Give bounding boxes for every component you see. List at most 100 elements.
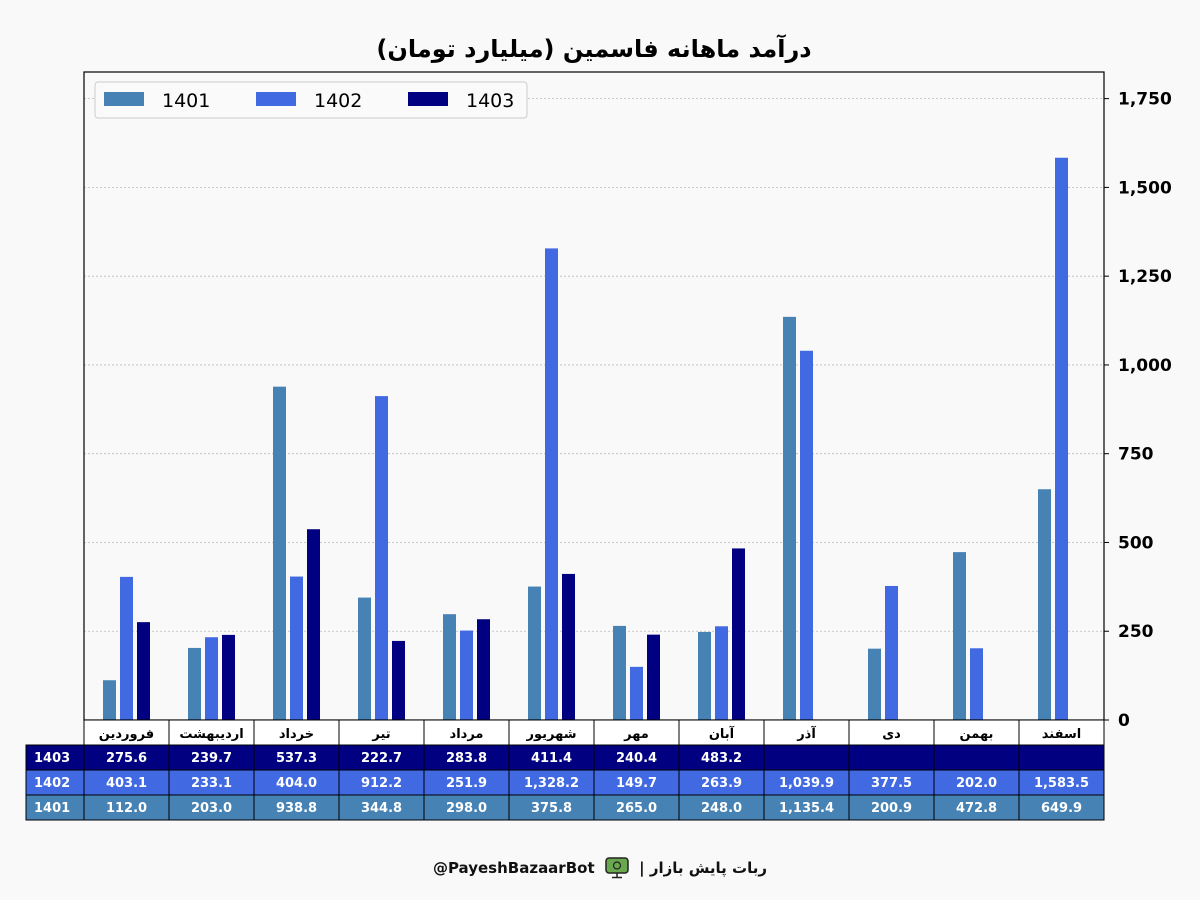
cell-1401-5: 298.0 [446,801,487,816]
month-label-6: شهریور [526,727,577,742]
row-label-1403: 1403 [34,751,70,766]
bar-1402-9 [800,350,813,720]
cell-1402-1: 403.1 [106,776,147,791]
bar-1401-3 [273,386,286,720]
cell-1402-8: 263.9 [701,776,742,791]
bar-1401-9 [783,316,796,720]
bar-1403-7 [647,634,660,720]
cell-1401-8: 248.0 [701,801,742,816]
y-tick-label: 1,000 [1118,356,1172,376]
tv-bot-icon [605,857,629,879]
footer-separator: | [639,859,645,877]
bar-1401-7 [613,625,626,720]
chart-title: درآمد ماهانه فاسمین (میلیارد تومان) [376,34,811,63]
bar-1401-10 [868,648,881,720]
cell-1403-8: 483.2 [701,751,742,766]
legend-label-1402: 1402 [314,90,362,112]
month-label-1: فروردین [99,727,154,742]
footer-bot-name: ربات پایش بازار [649,859,768,877]
bar-1401-12 [1038,489,1051,720]
bar-1402-4 [375,396,388,720]
bar-1403-8 [732,548,745,720]
cell-1402-4: 912.2 [361,776,402,791]
cell-1402-2: 233.1 [191,776,232,791]
month-label-4: تیر [371,727,390,742]
bar-1401-8 [698,631,711,720]
table-row-1401 [25,794,1105,821]
cell-1402-11: 202.0 [956,776,997,791]
bar-1402-12 [1055,157,1068,721]
bar-1403-4 [392,640,405,720]
y-tick-label: 250 [1118,622,1154,642]
bar-1402-11 [970,648,983,720]
y-tick-label: 0 [1118,711,1130,731]
month-label-2: اردیبهشت [179,727,243,742]
cell-1401-10: 200.9 [871,801,912,816]
footer-handle: @PayeshBazaarBot [432,859,595,877]
month-label-10: دی [882,727,901,742]
month-label-7: مهر [623,727,649,742]
cell-1401-1: 112.0 [106,801,147,816]
y-tick-label: 1,500 [1118,178,1172,198]
bar-1401-2 [188,647,201,720]
cell-1402-6: 1,328.2 [524,776,579,791]
month-label-9: آذر [796,725,816,742]
bar-1403-1 [137,622,150,720]
bar-1402-3 [290,576,303,720]
bar-1401-5 [443,614,456,720]
bar-1402-2 [205,637,218,720]
bar-1402-5 [460,630,473,720]
table-row-1402 [25,769,1105,796]
cell-1402-3: 404.0 [276,776,317,791]
cell-1401-6: 375.8 [531,801,572,816]
legend-swatch-1401 [104,92,144,106]
cell-1402-5: 251.9 [446,776,487,791]
bar-1402-10 [885,585,898,720]
y-tick-label: 1,750 [1118,90,1172,110]
month-label-3: خرداد [279,727,314,742]
legend-swatch-1402 [256,92,296,106]
month-label-5: مرداد [450,727,484,742]
bar-1401-1 [103,680,116,720]
y-tick-label: 500 [1118,533,1154,553]
bar-1402-6 [545,248,558,721]
row-label-1402: 1402 [34,776,70,791]
month-label-8: آبان [709,725,735,742]
cell-1402-7: 149.7 [616,776,657,791]
bar-1402-7 [630,666,643,720]
cell-1403-1: 275.6 [106,751,147,766]
cell-1401-11: 472.8 [956,801,997,816]
legend-swatch-1403 [408,92,448,106]
cell-1401-7: 265.0 [616,801,657,816]
cell-1403-5: 283.8 [446,751,487,766]
bar-1403-2 [222,634,235,720]
row-label-1401: 1401 [34,801,70,816]
y-tick-label: 750 [1118,445,1154,465]
bar-1401-11 [953,552,966,720]
cell-1402-12: 1,583.5 [1034,776,1089,791]
cell-1401-4: 344.8 [361,801,402,816]
bar-1403-5 [477,619,490,720]
bar-1403-6 [562,573,575,720]
cell-1402-10: 377.5 [871,776,912,791]
month-label-11: بهمن [960,727,994,742]
bar-1402-1 [120,576,133,720]
bar-1403-3 [307,529,320,720]
legend-label-1403: 1403 [466,90,514,112]
bar-1402-8 [715,626,728,720]
table-row-1403 [25,744,1105,771]
cell-1401-12: 649.9 [1041,801,1082,816]
cell-1402-9: 1,039.9 [779,776,834,791]
cell-1403-6: 411.4 [531,751,572,766]
footer: @PayeshBazaarBot | ربات پایش بازار [0,857,1200,879]
legend-box [94,81,528,119]
bar-1401-6 [528,586,541,720]
bar-1401-4 [358,597,371,720]
cell-1403-4: 222.7 [361,751,402,766]
month-label-12: اسفند [1042,727,1081,742]
cell-1401-9: 1,135.4 [779,801,834,816]
cell-1403-7: 240.4 [616,751,657,766]
cell-1403-3: 537.3 [276,751,317,766]
plot-frame [83,71,1105,721]
legend-label-1401: 1401 [162,90,210,112]
